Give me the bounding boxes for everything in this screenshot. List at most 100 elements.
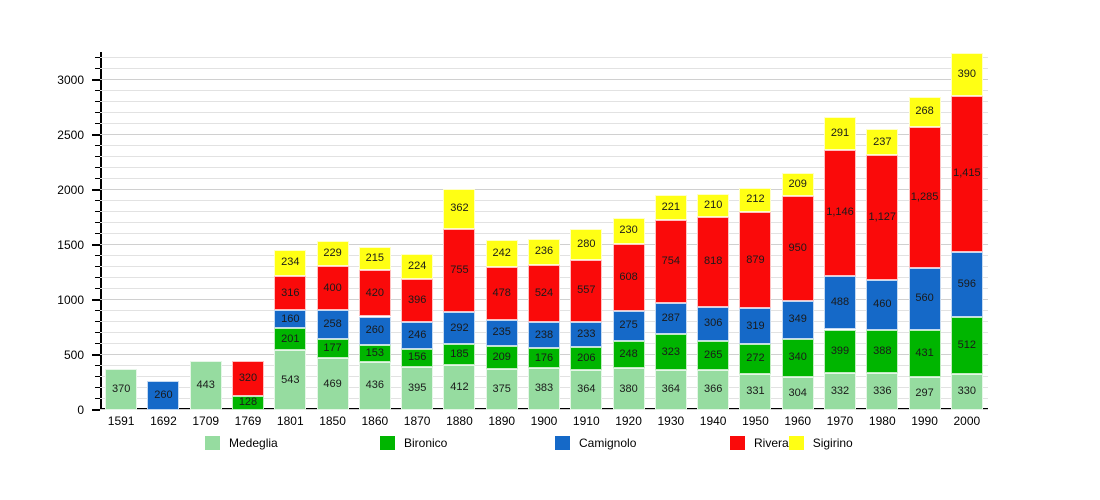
bar-segment-bironico[interactable]: 177 [316, 338, 349, 359]
bar-segment-camignolo[interactable]: 160 [274, 310, 307, 329]
bar-segment-camignolo[interactable]: 238 [528, 322, 560, 349]
bar-segment-sigirino[interactable]: 236 [528, 238, 560, 265]
bar-segment-camignolo[interactable]: 287 [654, 302, 687, 335]
bar-segment-camignolo[interactable]: 488 [824, 275, 856, 330]
bar-segment-rivera[interactable]: 478 [485, 267, 518, 320]
bar-segment-camignolo[interactable]: 349 [781, 300, 814, 340]
bar-segment-medeglia[interactable]: 330 [950, 373, 983, 410]
bar-segment-rivera[interactable]: 1,127 [866, 155, 899, 280]
bar-segment-camignolo[interactable]: 460 [866, 279, 899, 331]
bar-group[interactable]: 395 156 246 396 224 [401, 52, 434, 410]
bar-group[interactable]: 380 248 275 608 230 [612, 52, 645, 410]
legend-item-bironico[interactable]: Bironico [380, 432, 555, 454]
bar-group[interactable]: 364 206 233 557 280 [570, 52, 603, 410]
bar-group[interactable]: 128 320 [232, 52, 264, 410]
bar-segment-camignolo[interactable]: 260 [147, 381, 180, 410]
bar-group[interactable]: 366 265 306 818 210 [697, 52, 730, 410]
bar-segment-bironico[interactable]: 265 [697, 340, 730, 370]
legend-item-medeglia[interactable]: Medeglia [205, 432, 380, 454]
bar-segment-medeglia[interactable]: 443 [189, 361, 222, 410]
bar-group[interactable]: 260 [147, 52, 180, 410]
bar-segment-bironico[interactable]: 248 [612, 340, 645, 369]
bar-segment-sigirino[interactable]: 221 [654, 195, 687, 220]
bar-group[interactable]: 443 [189, 52, 222, 410]
bar-segment-medeglia[interactable]: 543 [274, 350, 307, 410]
bar-segment-medeglia[interactable]: 364 [570, 369, 603, 410]
bar-group[interactable]: 375 209 235 478 242 [485, 52, 518, 410]
bar-segment-medeglia[interactable]: 304 [781, 376, 814, 410]
bar-segment-rivera[interactable]: 320 [232, 360, 264, 396]
bar-segment-medeglia[interactable]: 297 [908, 377, 941, 410]
bar-group[interactable]: 330 512 596 1,415 390 [950, 52, 983, 410]
bar-group[interactable]: 412 185 292 755 362 [443, 52, 476, 410]
bar-segment-sigirino[interactable]: 224 [401, 253, 434, 279]
bar-segment-rivera[interactable]: 818 [697, 216, 730, 307]
bar-group[interactable]: 332 399 488 1,146 291 [824, 52, 856, 410]
bar-segment-bironico[interactable]: 176 [528, 348, 560, 368]
bar-segment-rivera[interactable]: 1,415 [950, 95, 983, 252]
bar-group[interactable]: 364 323 287 754 221 [654, 52, 687, 410]
bar-segment-rivera[interactable]: 755 [443, 228, 476, 313]
bar-segment-sigirino[interactable]: 209 [781, 172, 814, 196]
bar-segment-bironico[interactable]: 201 [274, 328, 307, 351]
bar-segment-camignolo[interactable]: 246 [401, 322, 434, 350]
bar-group[interactable]: 383 176 238 524 236 [528, 52, 560, 410]
bar-segment-camignolo[interactable]: 319 [739, 308, 772, 344]
legend-item-camignolo[interactable]: Camignolo [555, 432, 730, 454]
bar-segment-rivera[interactable]: 396 [401, 278, 434, 323]
bar-segment-camignolo[interactable]: 233 [570, 321, 603, 348]
bar-segment-rivera[interactable]: 1,146 [824, 149, 856, 276]
bar-segment-rivera[interactable]: 1,285 [908, 126, 941, 269]
bar-segment-sigirino[interactable]: 242 [485, 240, 518, 268]
bar-segment-sigirino[interactable]: 362 [443, 189, 476, 229]
bar-group[interactable]: 297 431 560 1,285 268 [908, 52, 941, 410]
bar-segment-bironico[interactable]: 128 [232, 395, 264, 410]
bar-segment-rivera[interactable]: 608 [612, 243, 645, 311]
bar-group[interactable]: 370 [105, 52, 138, 410]
bar-segment-sigirino[interactable]: 215 [358, 246, 391, 271]
bar-group[interactable]: 436 153 260 420 215 [358, 52, 391, 410]
bar-segment-sigirino[interactable]: 234 [274, 249, 307, 276]
legend-item-rivera[interactable]: Rivera [730, 432, 789, 454]
bar-segment-sigirino[interactable]: 210 [697, 193, 730, 217]
bar-segment-medeglia[interactable]: 364 [654, 369, 687, 410]
bar-segment-rivera[interactable]: 420 [358, 270, 391, 317]
bar-segment-bironico[interactable]: 209 [485, 345, 518, 369]
bar-segment-medeglia[interactable]: 469 [316, 358, 349, 410]
bar-segment-medeglia[interactable]: 412 [443, 364, 476, 410]
bar-segment-camignolo[interactable]: 260 [358, 316, 391, 346]
bar-segment-camignolo[interactable]: 235 [485, 319, 518, 346]
bar-segment-rivera[interactable]: 879 [739, 211, 772, 309]
bar-segment-bironico[interactable]: 388 [866, 330, 899, 373]
bar-segment-sigirino[interactable]: 212 [739, 188, 772, 212]
bar-group[interactable]: 469 177 258 400 229 [316, 52, 349, 410]
bar-segment-medeglia[interactable]: 383 [528, 367, 560, 410]
legend-item-sigirino[interactable]: Sigirino [788, 432, 853, 454]
bar-segment-medeglia[interactable]: 332 [824, 373, 856, 410]
bar-segment-camignolo[interactable]: 560 [908, 268, 941, 330]
bar-segment-bironico[interactable]: 153 [358, 345, 391, 362]
bar-segment-bironico[interactable]: 431 [908, 329, 941, 378]
bar-segment-camignolo[interactable]: 596 [950, 251, 983, 318]
bar-segment-sigirino[interactable]: 229 [316, 241, 349, 267]
bar-segment-rivera[interactable]: 557 [570, 260, 603, 322]
bar-group[interactable]: 331 272 319 879 212 [739, 52, 772, 410]
bar-segment-bironico[interactable]: 512 [950, 317, 983, 374]
bar-segment-sigirino[interactable]: 237 [866, 129, 899, 156]
bar-segment-medeglia[interactable]: 380 [612, 368, 645, 410]
bar-segment-bironico[interactable]: 156 [401, 349, 434, 367]
bar-segment-rivera[interactable]: 400 [316, 266, 349, 311]
bar-segment-medeglia[interactable]: 370 [105, 369, 138, 410]
bar-group[interactable]: 304 340 349 950 209 [781, 52, 814, 410]
bar-segment-medeglia[interactable]: 331 [739, 373, 772, 410]
bar-segment-bironico[interactable]: 272 [739, 343, 772, 374]
bar-segment-rivera[interactable]: 316 [274, 275, 307, 311]
bar-segment-medeglia[interactable]: 336 [866, 373, 899, 410]
bar-segment-medeglia[interactable]: 366 [697, 369, 730, 410]
bar-segment-camignolo[interactable]: 306 [697, 306, 730, 341]
bar-segment-bironico[interactable]: 206 [570, 347, 603, 370]
bar-segment-rivera[interactable]: 950 [781, 195, 814, 301]
bar-segment-sigirino[interactable]: 390 [950, 52, 983, 96]
bar-group[interactable]: 336 388 460 1,127 237 [866, 52, 899, 410]
bar-segment-medeglia[interactable]: 375 [485, 368, 518, 410]
